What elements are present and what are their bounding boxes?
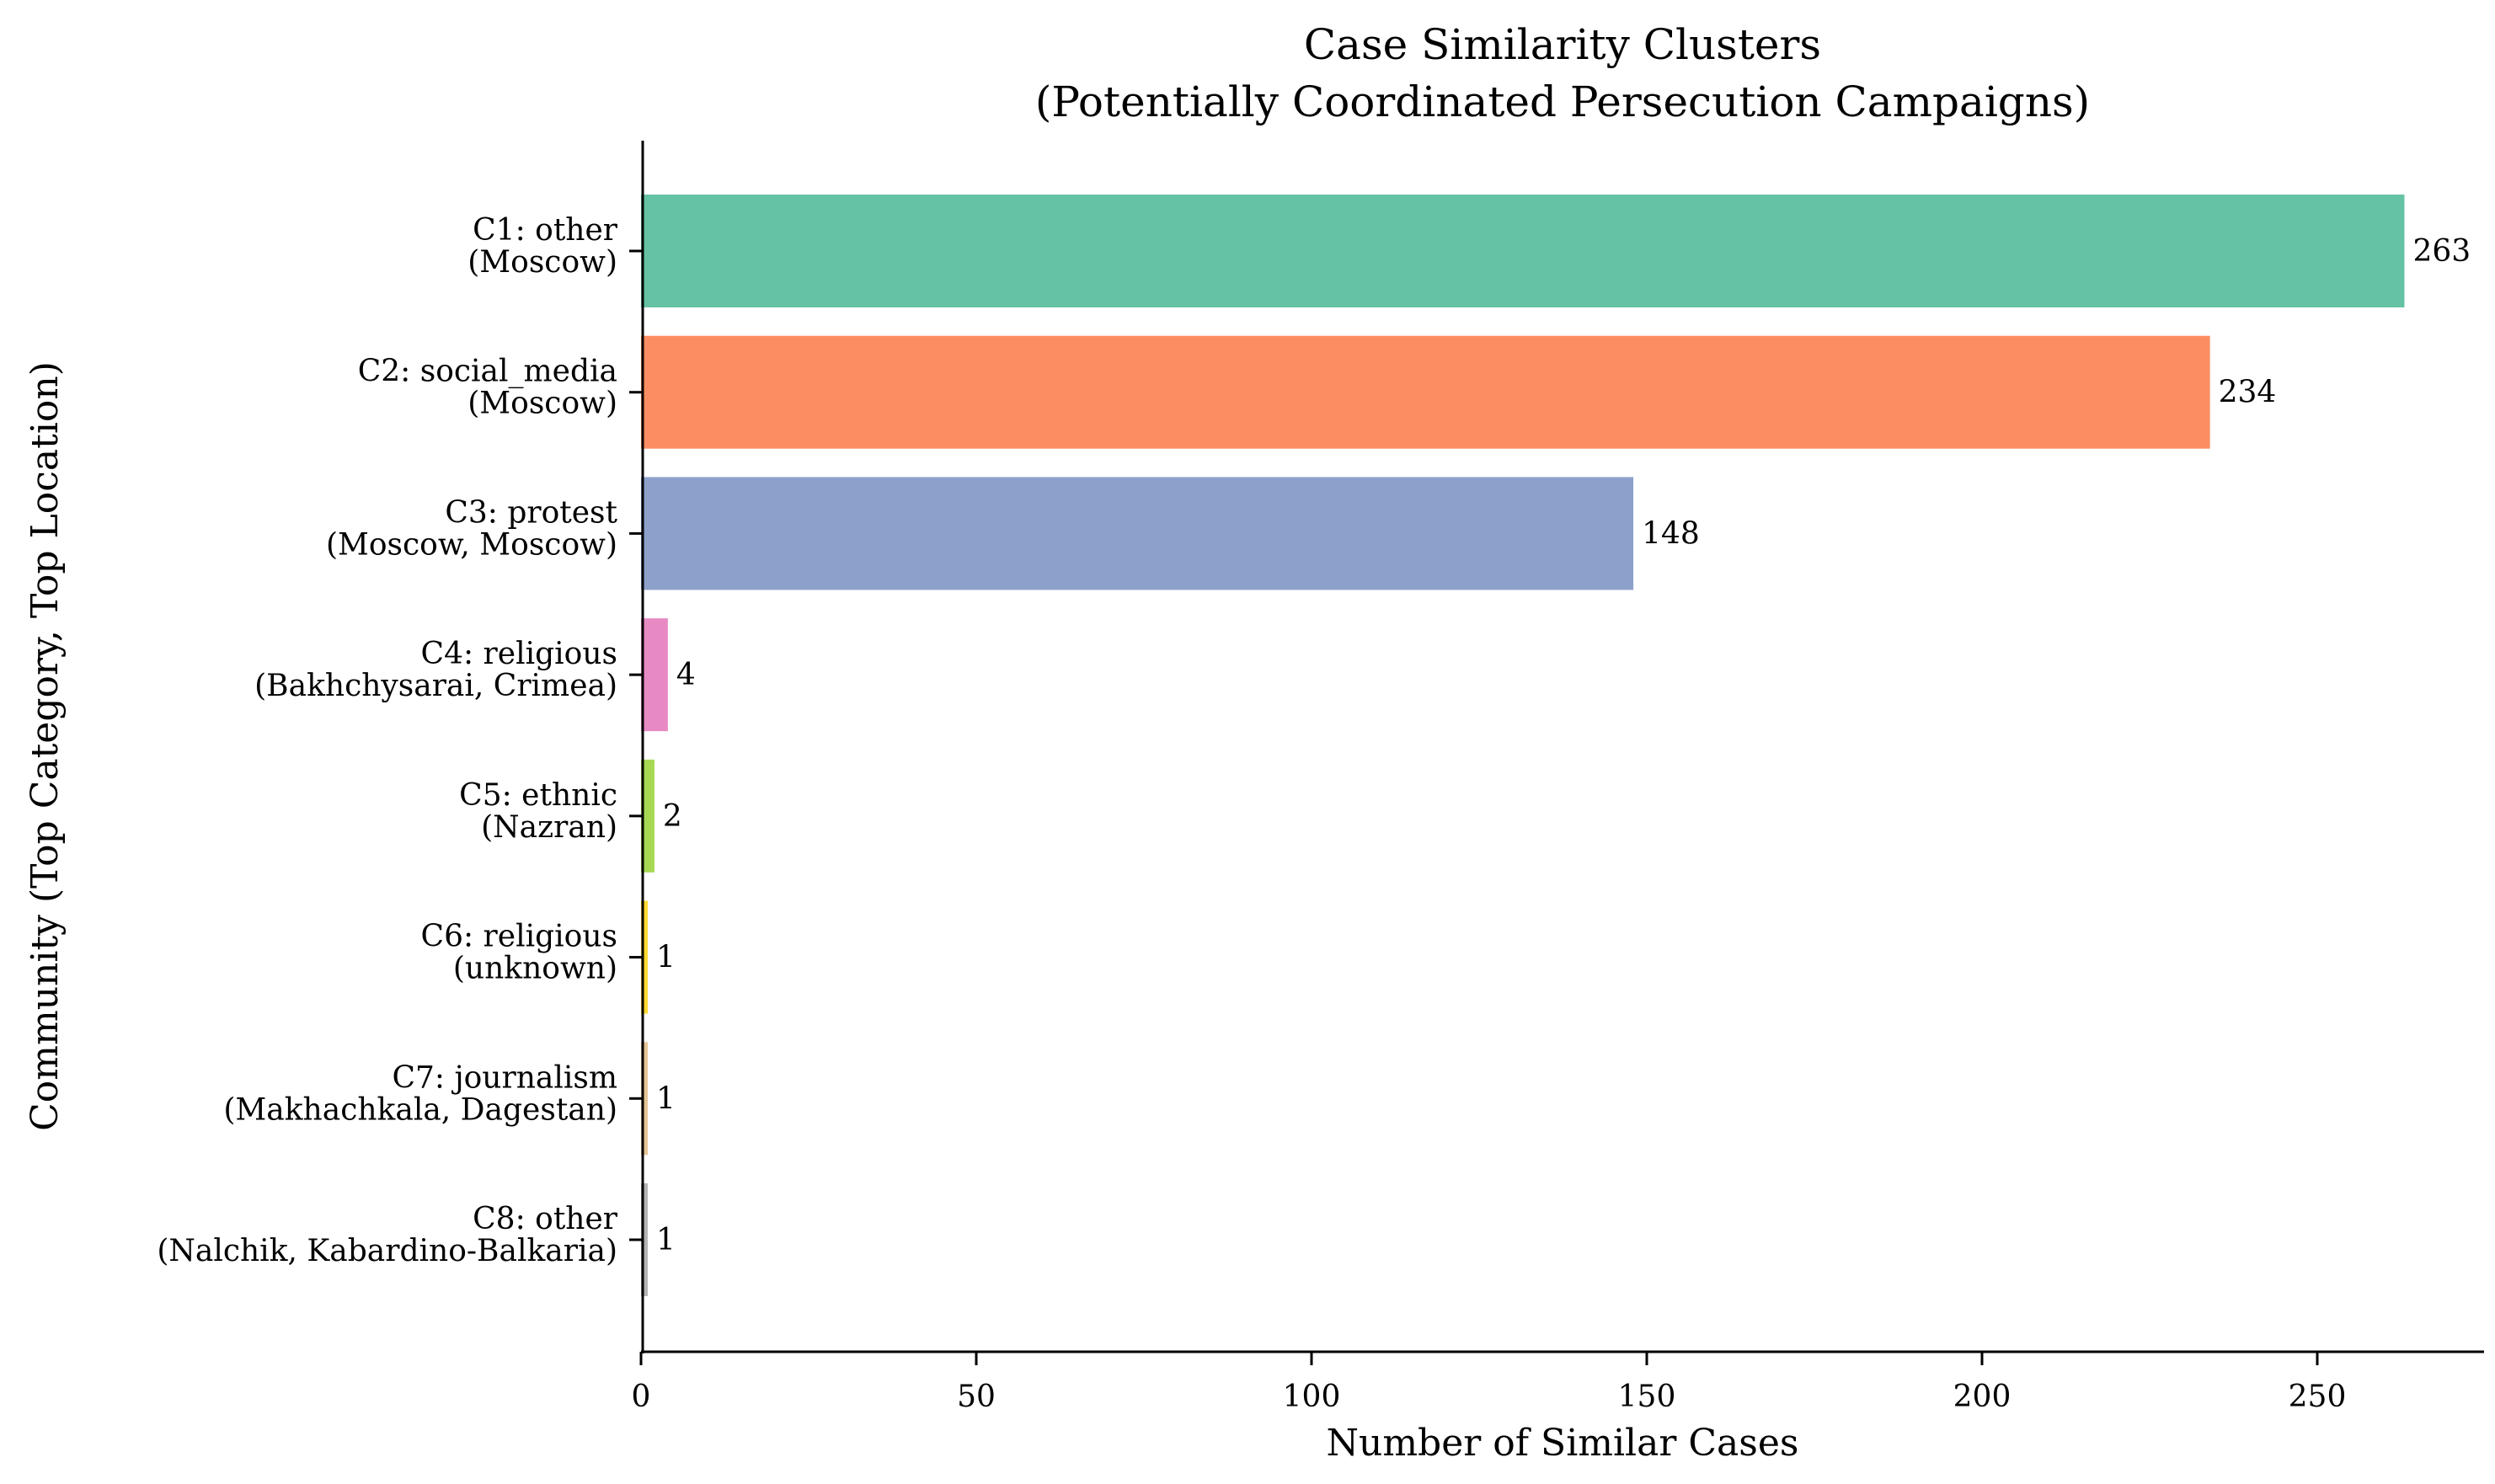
x-axis-label: Number of Similar Cases [1327, 1422, 1799, 1465]
y-tick-label-c2-line-1: C2: social_media [358, 355, 617, 389]
y-tick-label-c4-line-2: (Bakhchysarai, Crimea) [254, 669, 617, 703]
y-tick-labels: C1: other(Moscow)C2: social_media(Moscow… [157, 213, 643, 1268]
data-label-c8: 1 [656, 1223, 676, 1257]
x-tick-label-0: 0 [632, 1380, 651, 1414]
chart-title: Case Similarity Clusters (Potentially Co… [1035, 20, 2090, 126]
x-tick-label-100: 100 [1283, 1380, 1341, 1414]
y-tick-label-c7-line-2: (Makhachkala, Dagestan) [223, 1092, 617, 1127]
y-tick-label-c3-line-1: C3: protest [445, 495, 617, 530]
bar-c1 [641, 195, 2405, 307]
bar-c5 [641, 759, 654, 873]
y-axis-label: Community (Top Category, Top Location) [24, 361, 67, 1131]
x-tick-label-200: 200 [1953, 1380, 2011, 1414]
y-tick-label-c6-line-2: (unknown) [453, 952, 617, 986]
data-label-c1: 263 [2412, 234, 2471, 269]
x-tick-label-250: 250 [2289, 1380, 2347, 1414]
bar-c8 [641, 1183, 648, 1296]
y-tick-label-c5-line-2: (Nazran) [481, 810, 617, 845]
y-tick-label-c8-line-2: (Nalchik, Kabardino-Balkaria) [157, 1234, 617, 1268]
y-tick-label-c8-line-1: C8: other [473, 1202, 618, 1236]
y-tick-label-c2-line-2: (Moscow) [467, 387, 617, 421]
data-label-c2: 234 [2219, 376, 2277, 410]
y-tick-label-c5-line-1: C5: ethnic [459, 778, 617, 813]
y-tick-label-c3-line-2: (Moscow, Moscow) [326, 527, 617, 562]
y-tick-label-c7-line-1: C7: journalism [392, 1060, 617, 1095]
y-tick-label-c4-line-1: C4: religious [421, 637, 617, 671]
chart-title-line-1: Case Similarity Clusters [1304, 20, 1821, 69]
bar-c7 [641, 1042, 648, 1156]
x-tick-label-50: 50 [957, 1380, 996, 1414]
data-label-c3: 148 [1642, 516, 1700, 551]
y-tick-label-c6-line-1: C6: religious [421, 920, 617, 954]
y-tick-label-c1-line-2: (Moscow) [467, 245, 617, 280]
bar-c3 [641, 477, 1634, 590]
bar-c4 [641, 618, 668, 732]
chart-title-line-2: (Potentially Coordinated Persecution Cam… [1035, 77, 2090, 126]
x-ticks: 0 50 100 150 200 250 [632, 1352, 2347, 1414]
data-label-c4: 4 [676, 658, 696, 692]
bars: 263 234 148 4 2 1 1 1 [641, 195, 2471, 1296]
data-label-c5: 2 [663, 799, 682, 834]
bar-c2 [641, 335, 2210, 449]
bar-c6 [641, 900, 648, 1014]
y-tick-label-c1-line-1: C1: other [473, 213, 618, 248]
data-label-c7: 1 [656, 1081, 676, 1116]
x-tick-label-150: 150 [1618, 1380, 1676, 1414]
data-label-c6: 1 [656, 941, 676, 975]
